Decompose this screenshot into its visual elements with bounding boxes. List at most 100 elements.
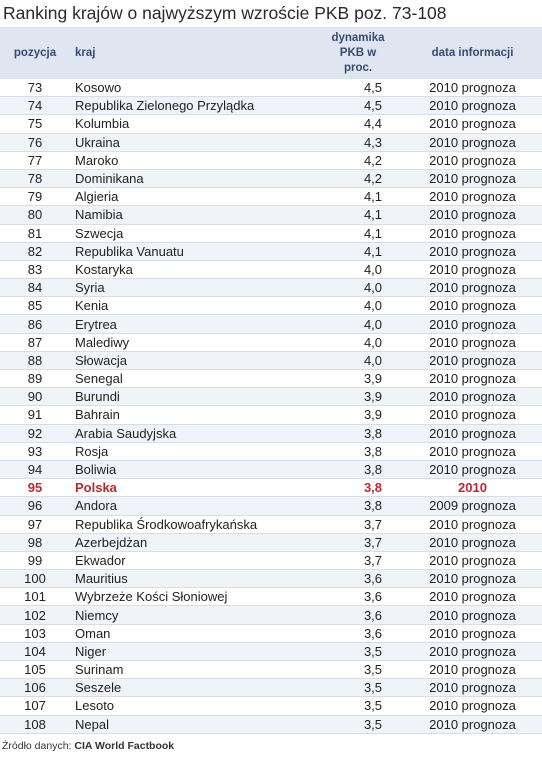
cell-pozycja: 84: [0, 278, 70, 298]
table-row: 97 Republika Środkowoafrykańska 3,7 2010 pr…: [0, 515, 542, 534]
cell-kraj: Wybrzeże Kości Słoniowej: [70, 587, 313, 607]
cell-kraj: Kenia: [70, 296, 313, 316]
cell-data-informacji: 2010 prognoza: [403, 114, 542, 134]
cell-pozycja: 98: [0, 533, 70, 552]
cell-data-informacji: 2010 prognoza: [403, 369, 542, 389]
header-pozycja: pozycja: [0, 27, 70, 79]
cell-kraj: Surinam: [70, 660, 313, 680]
table-row: 105 Surinam 3,5 2010 prognoza: [0, 660, 542, 680]
page-title: Ranking krajów o najwyższym wzroście PKB…: [3, 3, 447, 23]
cell-data-informacji: 2010 prognoza: [403, 351, 542, 371]
cell-dynamika: 3,6: [313, 569, 403, 589]
cell-kraj: Ukraina: [70, 133, 313, 152]
table-row: 96 Andora 3,8 2009 prognoza: [0, 496, 542, 516]
cell-data-informacji: 2010 prognoza: [403, 660, 542, 680]
cell-dynamika: 4,3: [313, 133, 403, 152]
cell-data-informacji: 2010 prognoza: [403, 96, 542, 116]
cell-kraj: Senegal: [70, 369, 313, 389]
table-header-row: pozycja kraj dynamika PKB w proc. data i…: [0, 27, 542, 79]
table-row: 78 Dominikana 4,2 2010 prognoza: [0, 169, 542, 189]
cell-pozycja: 91: [0, 405, 70, 425]
cell-data-informacji: 2009 prognoza: [403, 496, 542, 516]
header-data-informacji: data informacji: [403, 27, 542, 79]
cell-kraj: Burundi: [70, 387, 313, 407]
cell-pozycja: 73: [0, 79, 70, 98]
cell-dynamika: 4,1: [313, 242, 403, 261]
cell-pozycja: 76: [0, 133, 70, 152]
table-row: 73 Kosowo 4,5 2010 prognoza: [0, 79, 542, 98]
table-row: 79 Algieria 4,1 2010 prognoza: [0, 187, 542, 207]
cell-kraj: Maroko: [70, 151, 313, 170]
table-row: 91 Bahrain 3,9 2010 prognoza: [0, 405, 542, 425]
table-row: 90 Burundi 3,9 2010 prognoza: [0, 387, 542, 407]
cell-pozycja: 94: [0, 460, 70, 480]
cell-dynamika: 4,0: [313, 351, 403, 371]
cell-kraj: Algieria: [70, 187, 313, 207]
cell-dynamika: 4,1: [313, 187, 403, 207]
cell-kraj: Słowacja: [70, 351, 313, 371]
cell-data-informacji: 2010 prognoza: [403, 605, 542, 625]
header-dynamika: dynamika PKB w proc.: [313, 27, 403, 79]
table-row: 104 Niger 3,5 2010 prognoza: [0, 642, 542, 662]
cell-data-informacji: 2010 prognoza: [403, 387, 542, 407]
cell-dynamika: 3,6: [313, 605, 403, 625]
cell-pozycja: 74: [0, 96, 70, 116]
cell-pozycja: 92: [0, 424, 70, 443]
cell-kraj: Boliwia: [70, 460, 313, 480]
cell-dynamika: 3,5: [313, 696, 403, 716]
cell-dynamika: 3,5: [313, 715, 403, 734]
cell-dynamika: 3,9: [313, 369, 403, 389]
cell-dynamika: 4,0: [313, 260, 403, 280]
cell-dynamika: 3,9: [313, 387, 403, 407]
cell-data-informacji: 2010 prognoza: [403, 642, 542, 662]
cell-pozycja: 108: [0, 715, 70, 734]
cell-data-informacji: 2010 prognoza: [403, 333, 542, 352]
cell-data-informacji: 2010 prognoza: [403, 151, 542, 170]
cell-kraj: Malediwy: [70, 333, 313, 352]
table-row: 93 Rosja 3,8 2010 prognoza: [0, 442, 542, 461]
cell-dynamika: 4,5: [313, 96, 403, 116]
cell-dynamika: 3,7: [313, 533, 403, 552]
cell-data-informacji: 2010 prognoza: [403, 296, 542, 316]
table-row: 89 Senegal 3,9 2010 prognoza: [0, 369, 542, 389]
cell-pozycja: 75: [0, 114, 70, 134]
cell-data-informacji: 2010 prognoza: [403, 424, 542, 443]
cell-kraj: Seszele: [70, 678, 313, 698]
cell-data-informacji: 2010 prognoza: [403, 405, 542, 425]
table-row: 86 Erytrea 4,0 2010 prognoza: [0, 314, 542, 334]
cell-dynamika: 4,0: [313, 333, 403, 352]
cell-kraj: Niemcy: [70, 605, 313, 625]
cell-pozycja: 90: [0, 387, 70, 407]
cell-dynamika: 4,5: [313, 79, 403, 98]
cell-data-informacji: 2010 prognoza: [403, 278, 542, 298]
cell-data-informacji: 2010 prognoza: [403, 587, 542, 607]
header-dynamika-line1: dynamika: [331, 31, 385, 44]
cell-kraj: Kostaryka: [70, 260, 313, 280]
table-row: 94 Boliwia 3,8 2010 prognoza: [0, 460, 542, 480]
cell-dynamika: 3,6: [313, 587, 403, 607]
cell-dynamika: 3,8: [313, 460, 403, 480]
cell-dynamika: 3,8: [313, 424, 403, 443]
cell-pozycja: 87: [0, 333, 70, 352]
cell-dynamika: 3,5: [313, 678, 403, 698]
ranking-table: pozycja kraj dynamika PKB w proc. data i…: [0, 27, 542, 734]
cell-pozycja: 107: [0, 696, 70, 716]
table-row: 82 Republika Vanuatu 4,1 2010 prognoza: [0, 242, 542, 261]
cell-data-informacji: 2010 prognoza: [403, 79, 542, 98]
cell-pozycja: 80: [0, 205, 70, 225]
cell-kraj: Kolumbia: [70, 114, 313, 134]
cell-dynamika: 4,1: [313, 224, 403, 243]
cell-data-informacji: 2010 prognoza: [403, 242, 542, 261]
header-kraj: kraj: [70, 27, 313, 79]
cell-pozycja: 97: [0, 515, 70, 534]
table-row: 77 Maroko 4,2 2010 prognoza: [0, 151, 542, 170]
table-row: 103 Oman 3,6 2010 prognoza: [0, 624, 542, 643]
cell-kraj: Nepal: [70, 715, 313, 734]
cell-data-informacji: 2010 prognoza: [403, 515, 542, 534]
cell-dynamika: 3,8: [313, 442, 403, 461]
table-row: 108 Nepal 3,5 2010 prognoza: [0, 715, 542, 734]
cell-dynamika: 3,5: [313, 642, 403, 662]
cell-data-informacji: 2010 prognoza: [403, 569, 542, 589]
cell-kraj: Lesoto: [70, 696, 313, 716]
cell-dynamika: 3,7: [313, 515, 403, 534]
